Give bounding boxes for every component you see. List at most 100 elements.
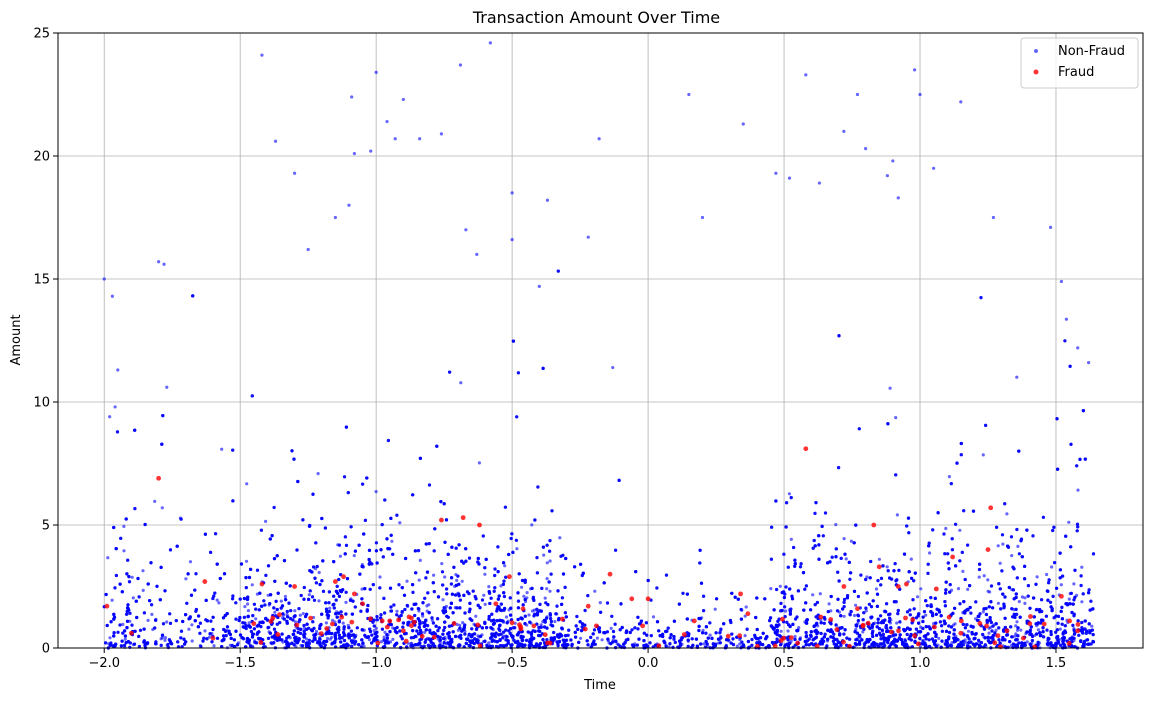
non-fraud-point	[827, 602, 831, 606]
non-fraud-point	[986, 589, 990, 593]
non-fraud-point	[1050, 565, 1054, 569]
non-fraud-point	[852, 613, 857, 618]
non-fraud-point	[861, 630, 865, 634]
non-fraud-point	[1015, 628, 1020, 632]
non-fraud-point	[998, 561, 1002, 565]
non-fraud-point	[894, 416, 898, 420]
non-fraud-point	[1045, 572, 1049, 577]
non-fraud-point	[787, 492, 792, 496]
non-fraud-point	[789, 537, 793, 541]
non-fraud-point	[150, 612, 154, 617]
non-fraud-point	[950, 641, 954, 645]
non-fraud-point	[593, 589, 597, 593]
non-fraud-point	[487, 585, 491, 589]
non-fraud-point	[184, 577, 188, 581]
non-fraud-point	[786, 629, 790, 633]
y-tick-label: 15	[33, 273, 50, 288]
non-fraud-point	[207, 635, 211, 639]
non-fraud-point	[301, 612, 305, 616]
non-fraud-point	[996, 544, 1000, 548]
non-fraud-point	[190, 623, 194, 627]
non-fraud-point	[1023, 601, 1027, 606]
non-fraud-point	[130, 575, 134, 579]
non-fraud-point	[735, 644, 739, 648]
non-fraud-point	[382, 635, 386, 639]
non-fraud-point	[530, 523, 534, 527]
non-fraud-point	[458, 623, 462, 627]
non-fraud-point	[579, 636, 583, 640]
non-fraud-point	[595, 636, 600, 640]
x-tick-label: 1.5	[1046, 656, 1067, 671]
non-fraud-point	[165, 620, 169, 624]
non-fraud-point	[1076, 488, 1080, 492]
non-fraud-point	[328, 637, 332, 641]
non-fraud-point	[1015, 620, 1019, 624]
non-fraud-point	[1080, 600, 1084, 604]
non-fraud-point	[141, 588, 145, 593]
non-fraud-point	[423, 630, 427, 635]
non-fraud-point	[398, 521, 402, 525]
non-fraud-point	[854, 603, 858, 607]
non-fraud-point	[743, 614, 747, 618]
non-fraud-point	[609, 626, 613, 631]
non-fraud-point	[779, 629, 783, 633]
non-fraud-point	[163, 638, 167, 643]
non-fraud-point	[964, 641, 968, 645]
non-fraud-point	[958, 528, 962, 532]
non-fraud-point	[121, 622, 125, 627]
non-fraud-point	[996, 601, 1001, 605]
non-fraud-point	[864, 609, 868, 613]
non-fraud-point	[324, 621, 328, 625]
non-fraud-point	[190, 639, 194, 643]
non-fraud-point	[153, 499, 157, 503]
non-fraud-point	[849, 539, 854, 543]
non-fraud-point	[459, 381, 463, 385]
non-fraud-point	[793, 634, 797, 639]
non-fraud-point	[895, 513, 900, 517]
non-fraud-point	[994, 628, 998, 633]
non-fraud-point	[383, 630, 387, 634]
non-fraud-point	[264, 519, 268, 524]
non-fraud-point	[477, 461, 481, 465]
non-fraud-point	[738, 642, 742, 646]
non-fraud-point	[443, 575, 447, 579]
non-fraud-point	[123, 637, 127, 641]
non-fraud-point	[432, 573, 436, 577]
non-fraud-point	[212, 644, 216, 648]
x-tick-label: −1.5	[224, 656, 256, 671]
non-fraud-point	[247, 621, 251, 625]
non-fraud-point	[483, 572, 487, 576]
non-fraud-cloud	[102, 269, 1096, 650]
non-fraud-point	[527, 613, 531, 617]
non-fraud-point	[981, 610, 985, 614]
non-fraud-point	[1067, 520, 1071, 524]
chart-title: Transaction Amount Over Time	[472, 8, 720, 27]
non-fraud-point	[1016, 544, 1020, 549]
non-fraud-point	[600, 638, 604, 642]
non-fraud-point	[106, 556, 110, 560]
non-fraud-point	[417, 578, 421, 582]
non-fraud-point	[367, 638, 371, 642]
non-fraud-point	[395, 609, 399, 613]
non-fraud-point	[418, 558, 422, 563]
non-fraud-point	[1080, 565, 1084, 569]
non-fraud-point	[558, 536, 562, 540]
non-fraud-point	[487, 641, 491, 645]
non-fraud-point	[1090, 624, 1094, 628]
non-fraud-point	[947, 475, 952, 479]
non-fraud-point	[254, 617, 258, 621]
non-fraud-point	[956, 587, 961, 591]
y-tick-label: 10	[33, 396, 50, 411]
non-fraud-point	[1023, 596, 1027, 600]
non-fraud-point	[1019, 628, 1023, 632]
non-fraud-point	[378, 575, 382, 579]
x-tick-label: 0.0	[638, 656, 659, 671]
series-points	[102, 41, 1096, 650]
non-fraud-point	[553, 619, 557, 624]
non-fraud-point	[379, 640, 383, 644]
non-fraud-point	[141, 569, 145, 573]
non-fraud-point	[877, 557, 882, 561]
non-fraud-point	[743, 634, 747, 638]
